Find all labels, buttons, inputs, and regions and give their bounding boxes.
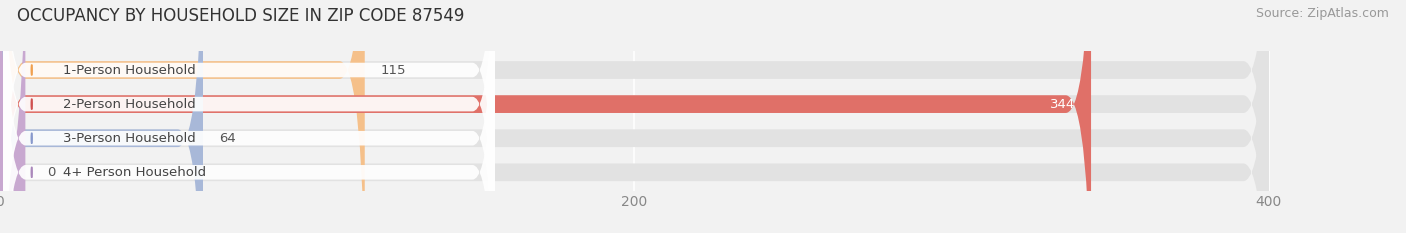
FancyBboxPatch shape <box>0 0 1091 233</box>
Text: 4+ Person Household: 4+ Person Household <box>63 166 207 179</box>
FancyBboxPatch shape <box>3 0 495 233</box>
FancyBboxPatch shape <box>0 0 364 233</box>
Text: 64: 64 <box>219 132 236 145</box>
Text: Source: ZipAtlas.com: Source: ZipAtlas.com <box>1256 7 1389 20</box>
FancyBboxPatch shape <box>3 0 495 233</box>
FancyBboxPatch shape <box>3 0 495 233</box>
FancyBboxPatch shape <box>0 0 202 233</box>
FancyBboxPatch shape <box>0 0 1268 233</box>
FancyBboxPatch shape <box>0 0 1268 233</box>
Text: 344: 344 <box>1050 98 1076 111</box>
FancyBboxPatch shape <box>0 0 25 233</box>
Text: OCCUPANCY BY HOUSEHOLD SIZE IN ZIP CODE 87549: OCCUPANCY BY HOUSEHOLD SIZE IN ZIP CODE … <box>17 7 464 25</box>
Text: 115: 115 <box>381 64 406 76</box>
FancyBboxPatch shape <box>0 0 1268 233</box>
Text: 0: 0 <box>48 166 56 179</box>
Text: 2-Person Household: 2-Person Household <box>63 98 197 111</box>
Text: 1-Person Household: 1-Person Household <box>63 64 197 76</box>
FancyBboxPatch shape <box>3 0 495 233</box>
FancyBboxPatch shape <box>0 0 1268 233</box>
Text: 3-Person Household: 3-Person Household <box>63 132 197 145</box>
